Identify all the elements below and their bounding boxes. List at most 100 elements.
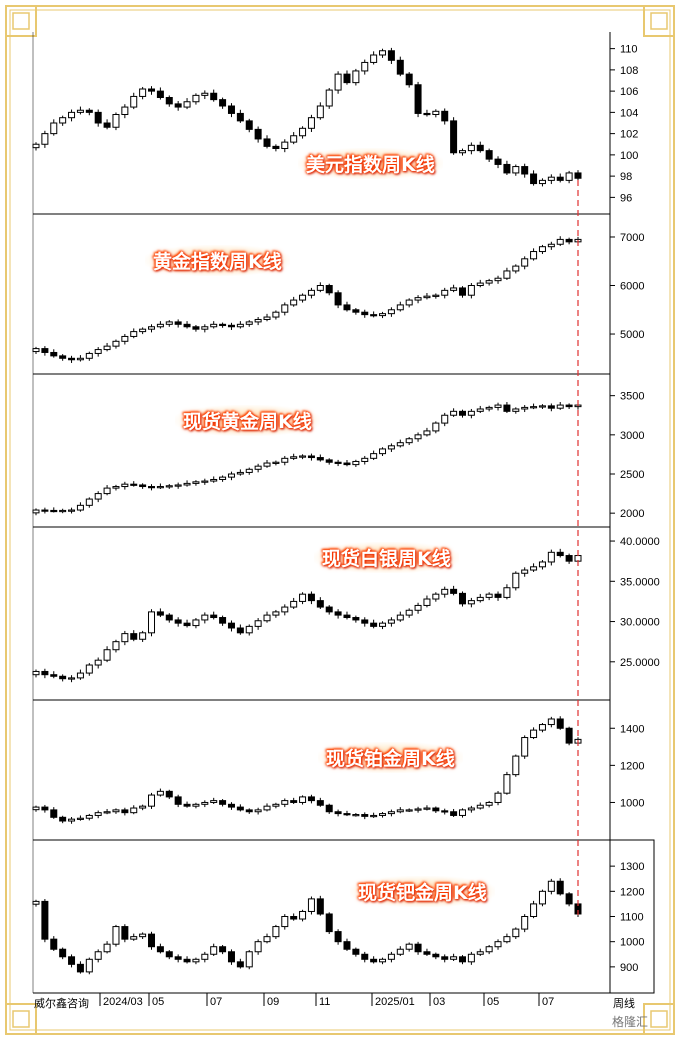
- candle-body: [556, 176, 564, 181]
- candle-body: [165, 790, 173, 798]
- candle: [565, 403, 573, 410]
- candle: [299, 592, 307, 605]
- candle-body: [432, 110, 440, 115]
- candle: [210, 321, 218, 329]
- candle-body: [165, 951, 173, 958]
- candle: [201, 478, 209, 485]
- candle: [192, 480, 200, 486]
- candle: [245, 950, 253, 970]
- candle: [343, 459, 351, 467]
- candle-body: [227, 324, 235, 328]
- candle: [139, 630, 147, 642]
- candle-body: [103, 122, 111, 128]
- candle-body: [112, 809, 120, 813]
- panel-title-spot-silver: 现货白银周K线: [314, 542, 459, 573]
- candle: [370, 812, 378, 818]
- candle-body: [201, 614, 209, 621]
- candle: [103, 808, 111, 815]
- candle-body: [370, 54, 378, 63]
- candle: [316, 895, 324, 916]
- candle: [192, 324, 200, 332]
- candle: [476, 802, 484, 810]
- candle-body: [236, 112, 244, 122]
- candle: [565, 237, 573, 245]
- candle: [316, 797, 324, 807]
- chart-panels: 96 98 100 102 104 106 108 110 5000 6000 7000 2000 25…: [32, 32, 660, 994]
- candle-body: [538, 724, 546, 731]
- candle-body: [219, 476, 227, 480]
- candle-body: [139, 632, 147, 640]
- candle-body: [148, 486, 156, 489]
- candle: [272, 310, 280, 320]
- candle: [148, 324, 156, 333]
- candle-body: [281, 457, 289, 463]
- candle: [512, 264, 520, 274]
- candle-body: [219, 99, 227, 107]
- candle: [343, 301, 351, 312]
- candle: [361, 309, 369, 318]
- candle: [41, 668, 49, 679]
- candle: [396, 439, 404, 448]
- candle: [94, 491, 102, 503]
- candle: [290, 296, 298, 307]
- candle-body: [352, 814, 360, 817]
- candle-body: [165, 614, 173, 621]
- candle: [85, 663, 93, 676]
- candle-body: [512, 928, 520, 938]
- candle-body: [85, 814, 93, 819]
- candle-body: [485, 801, 493, 806]
- candle: [156, 788, 164, 797]
- candle: [290, 597, 298, 609]
- candle-body: [547, 880, 555, 892]
- candle: [325, 283, 333, 296]
- candle: [423, 292, 431, 300]
- candle: [94, 109, 102, 127]
- candle-body: [148, 933, 156, 948]
- candle: [201, 612, 209, 624]
- candle: [521, 163, 529, 178]
- candle-body: [139, 484, 147, 488]
- candle: [521, 567, 529, 577]
- candle: [68, 109, 76, 122]
- candle-body: [272, 145, 280, 149]
- candle: [450, 585, 458, 596]
- candle-body: [76, 357, 84, 361]
- candle-body: [32, 509, 40, 514]
- candle-body: [334, 811, 342, 815]
- candle: [370, 51, 378, 65]
- candle-body: [299, 294, 307, 301]
- candle: [530, 248, 538, 261]
- candle: [450, 284, 458, 293]
- candle-body: [290, 600, 298, 608]
- candle-body: [450, 811, 458, 816]
- panel-title-gold-index: 黄金指数周K线: [145, 245, 290, 276]
- candle-body: [121, 335, 129, 342]
- candle-body: [307, 796, 315, 802]
- candle: [50, 807, 58, 819]
- candle: [41, 130, 49, 148]
- candle: [76, 669, 84, 680]
- candle-body: [432, 422, 440, 432]
- candle-body: [148, 611, 156, 634]
- candle-body: [192, 481, 200, 484]
- candle: [325, 912, 333, 934]
- candle-body: [476, 282, 484, 287]
- candle: [530, 900, 538, 919]
- candle-body: [441, 588, 449, 595]
- candle: [165, 320, 173, 327]
- candle-body: [174, 956, 182, 960]
- candle: [254, 618, 262, 630]
- candle-body: [32, 806, 40, 811]
- candle-body: [112, 340, 120, 347]
- candle-body: [254, 809, 262, 813]
- candle: [307, 287, 315, 299]
- candle: [32, 669, 40, 678]
- candle: [521, 256, 529, 270]
- candle: [272, 609, 280, 618]
- candle: [299, 795, 307, 805]
- candle-body: [396, 614, 404, 621]
- candle: [316, 454, 324, 462]
- candle: [68, 675, 76, 683]
- x-tick-label: 07: [542, 996, 554, 1008]
- y-tick-label: 2500: [620, 469, 644, 481]
